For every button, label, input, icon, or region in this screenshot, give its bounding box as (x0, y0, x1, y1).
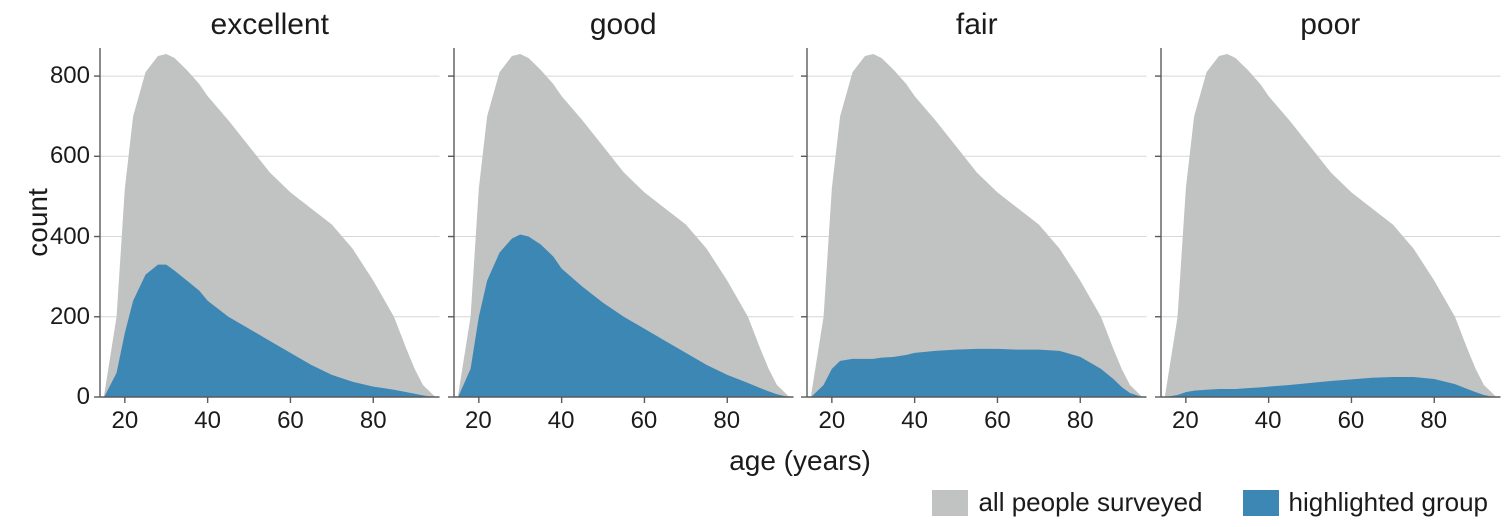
panel-title: fair (807, 8, 1147, 42)
series-all (1165, 54, 1496, 397)
x-tick-label: 60 (265, 407, 315, 435)
panel (454, 48, 794, 397)
x-tick-label: 60 (1326, 407, 1376, 435)
y-tick-label: 600 (30, 142, 90, 170)
panel-title: excellent (100, 8, 440, 42)
legend-label: highlighted group (1289, 487, 1489, 518)
x-tick-label: 60 (972, 407, 1022, 435)
x-tick-label: 20 (453, 407, 503, 435)
x-tick-label: 40 (536, 407, 586, 435)
legend-swatch (932, 490, 968, 516)
x-axis-title: age (years) (100, 445, 1500, 477)
x-tick-label: 40 (890, 407, 940, 435)
legend-item: highlighted group (1243, 487, 1489, 518)
y-tick-label: 800 (30, 62, 90, 90)
panel-title: poor (1161, 8, 1501, 42)
y-tick-label: 0 (30, 383, 90, 411)
x-tick-label: 60 (619, 407, 669, 435)
x-tick-label: 20 (1160, 407, 1210, 435)
x-tick-label: 80 (348, 407, 398, 435)
faceted-area-chart: countage (years)0200400600800excellent20… (0, 0, 1508, 527)
panel (1161, 48, 1501, 397)
panel (807, 48, 1147, 397)
x-tick-label: 80 (702, 407, 752, 435)
x-tick-label: 40 (183, 407, 233, 435)
x-tick-label: 20 (807, 407, 857, 435)
legend-label: all people surveyed (978, 487, 1202, 518)
series-all (811, 54, 1142, 397)
y-tick-label: 200 (30, 303, 90, 331)
y-tick-label: 400 (30, 223, 90, 251)
x-tick-label: 80 (1055, 407, 1105, 435)
legend-item: all people surveyed (932, 487, 1202, 518)
legend: all people surveyed highlighted group (932, 487, 1488, 518)
legend-swatch (1243, 490, 1279, 516)
x-tick-label: 80 (1409, 407, 1459, 435)
panel (100, 48, 440, 397)
x-tick-label: 20 (100, 407, 150, 435)
x-tick-label: 40 (1243, 407, 1293, 435)
panel-title: good (454, 8, 794, 42)
